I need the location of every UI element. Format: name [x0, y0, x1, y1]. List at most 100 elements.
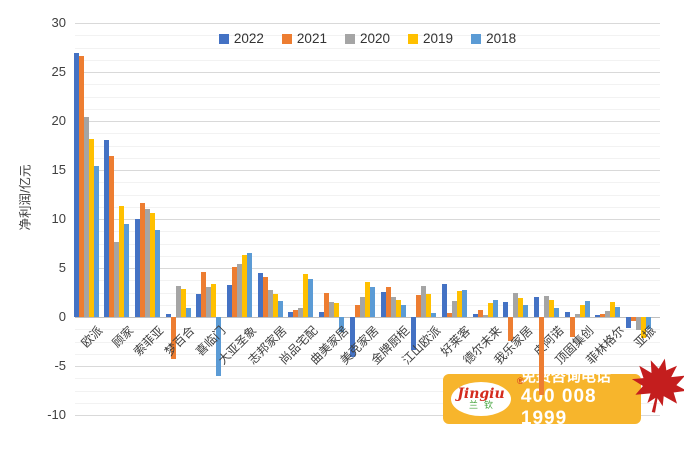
- legend-swatch: [408, 33, 419, 44]
- bar-2021-喜临门: [201, 271, 207, 317]
- bar-2018-菲林格尔: [615, 307, 621, 317]
- bar-2018-顾家: [124, 223, 130, 317]
- bar-2020-喜临门: [206, 286, 212, 317]
- bar-2020-美克家居: [359, 297, 365, 317]
- x-axis-label: 亚振: [631, 323, 658, 351]
- major-gridline: [75, 23, 660, 24]
- minor-gridline: [75, 390, 660, 392]
- bar-2022-皮阿诺: [534, 297, 539, 317]
- bar-2021-亚振: [631, 317, 637, 321]
- bar-2018-志邦家居: [277, 301, 283, 317]
- y-axis-title: 净利润/亿元: [18, 164, 33, 231]
- maple-leaf-icon: [631, 358, 684, 413]
- legend-item: 2019: [408, 31, 453, 46]
- minor-gridline: [75, 341, 660, 343]
- bar-2018-大亚圣象: [247, 253, 252, 317]
- bar-2021-志邦家居: [262, 276, 268, 317]
- minor-gridline: [75, 35, 660, 37]
- bar-2021-顶固集创: [569, 317, 575, 337]
- legend-item: 2022: [218, 31, 264, 46]
- major-gridline: [75, 72, 660, 73]
- bar-2021-索菲亚: [139, 203, 145, 317]
- bar-2019-皮阿诺: [549, 300, 554, 317]
- bar-2022-金牌厨柜: [380, 291, 386, 317]
- legend-swatch: [344, 33, 355, 44]
- registered-mark: ®: [517, 376, 524, 386]
- bar-2020-梦百合: [175, 285, 181, 317]
- bar-2019-曲美家居: [334, 303, 340, 317]
- bar-2020-我乐家居: [513, 293, 519, 317]
- bar-2019-我乐家居: [518, 298, 524, 317]
- bar-2021-曲美家居: [324, 293, 330, 317]
- bar-2020-德尔未来: [482, 315, 488, 317]
- bar-2018-亚振: [646, 317, 652, 329]
- legend-swatch: [218, 33, 229, 44]
- legend-swatch: [471, 33, 482, 44]
- bar-2018-江山欧派: [431, 313, 437, 317]
- bar-2019-亚振: [641, 317, 647, 338]
- bar-2022-喜临门: [196, 294, 202, 317]
- bar-2021-欧派: [78, 56, 84, 317]
- bar-2022-江山欧派: [411, 317, 417, 351]
- minor-gridline: [75, 280, 660, 282]
- bar-2020-好莱客: [451, 301, 457, 317]
- bar-2019-好莱客: [456, 290, 462, 317]
- bar-2021-梦百合: [170, 317, 176, 360]
- watermark-brand-script: Jingiu: [457, 386, 505, 402]
- legend-item: 2021: [281, 31, 327, 46]
- minor-gridline: [75, 108, 660, 110]
- minor-gridline: [75, 194, 660, 196]
- bar-2021-菲林格尔: [600, 314, 606, 317]
- bar-2018-好莱客: [461, 289, 467, 317]
- bar-2019-志邦家居: [272, 294, 278, 317]
- minor-gridline: [75, 47, 660, 49]
- major-gridline: [75, 121, 660, 122]
- minor-gridline: [75, 255, 660, 257]
- bar-2018-欧派: [93, 166, 99, 317]
- bar-2019-欧派: [88, 138, 94, 317]
- bar-2019-尚品宅配: [303, 273, 309, 317]
- major-gridline: [75, 170, 660, 171]
- bar-2021-顾家: [109, 156, 115, 317]
- bar-2022-顾家: [104, 139, 110, 317]
- major-gridline: [75, 317, 660, 318]
- bar-2021-美克家居: [354, 305, 360, 317]
- bar-2020-菲林格尔: [605, 311, 611, 317]
- bar-2018-喜临门: [216, 317, 222, 376]
- bar-2022-菲林格尔: [595, 315, 601, 317]
- minor-gridline: [75, 329, 660, 331]
- y-axis-tick-label: 30: [51, 15, 66, 30]
- bar-2018-我乐家居: [523, 305, 529, 317]
- legend-label: 2018: [486, 31, 517, 46]
- bar-2022-亚振: [626, 317, 632, 328]
- legend-swatch: [281, 33, 292, 44]
- bar-2018-索菲亚: [154, 229, 160, 317]
- bar-2022-曲美家居: [319, 312, 325, 317]
- bar-2019-德尔未来: [487, 303, 493, 317]
- minor-gridline: [75, 231, 660, 233]
- bar-2018-梦百合: [185, 308, 191, 317]
- bar-2020-曲美家居: [329, 302, 335, 317]
- bar-2020-金牌厨柜: [390, 297, 396, 317]
- major-gridline: [75, 268, 660, 269]
- minor-gridline: [75, 182, 660, 184]
- bar-2022-梦百合: [165, 314, 171, 317]
- y-axis-tick-label: -10: [47, 407, 66, 422]
- bar-2018-皮阿诺: [554, 308, 559, 317]
- y-axis-tick-label: 20: [51, 113, 66, 128]
- bar-2019-梦百合: [180, 288, 186, 317]
- major-gridline: [75, 366, 660, 367]
- bar-2020-亚振: [636, 317, 642, 330]
- bar-2018-顶固集创: [584, 301, 590, 317]
- y-axis-tick-label: -5: [54, 358, 66, 373]
- bar-2022-索菲亚: [134, 219, 140, 317]
- bar-2022-德尔未来: [472, 314, 478, 317]
- bar-2020-顾家: [114, 241, 120, 317]
- bar-2019-菲林格尔: [610, 302, 616, 317]
- bar-2022-尚品宅配: [288, 312, 294, 317]
- bar-2018-金牌厨柜: [400, 305, 406, 317]
- x-axis-label: 欧派: [78, 323, 106, 351]
- minor-gridline: [75, 96, 660, 98]
- legend-label: 2021: [296, 31, 327, 46]
